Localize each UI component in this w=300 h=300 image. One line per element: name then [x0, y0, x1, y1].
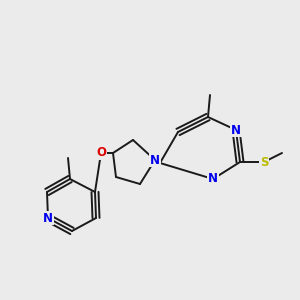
Text: N: N — [231, 124, 241, 136]
Text: O: O — [96, 146, 106, 160]
Text: N: N — [43, 212, 53, 224]
Text: S: S — [260, 155, 268, 169]
Text: N: N — [208, 172, 218, 185]
Text: N: N — [150, 154, 160, 166]
